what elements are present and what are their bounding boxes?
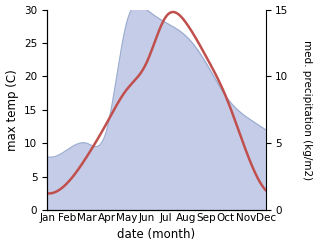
X-axis label: date (month): date (month) — [117, 228, 195, 242]
Y-axis label: med. precipitation (kg/m2): med. precipitation (kg/m2) — [302, 40, 313, 180]
Y-axis label: max temp (C): max temp (C) — [5, 69, 18, 151]
